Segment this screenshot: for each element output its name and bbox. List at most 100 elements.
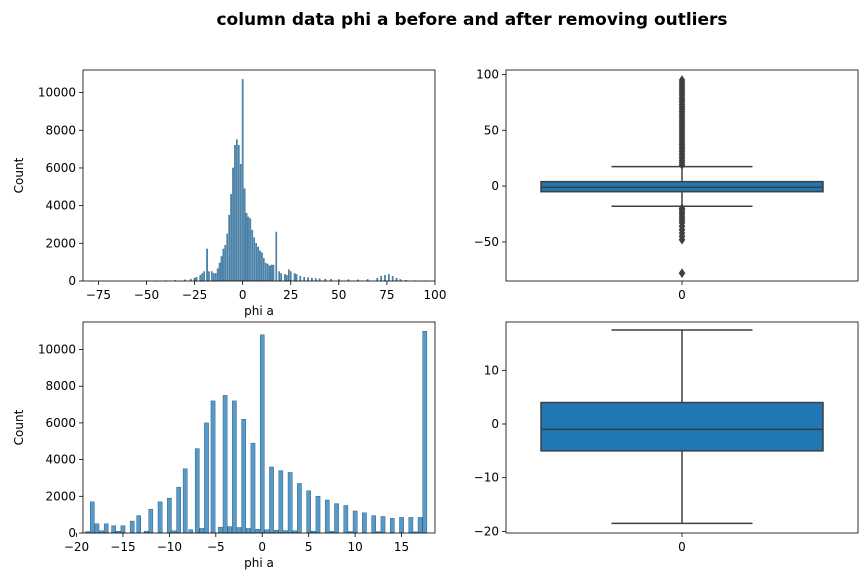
histogram-bar — [103, 523, 109, 534]
histogram-bar — [334, 503, 339, 534]
x-axis-label: phi a — [244, 556, 274, 570]
histogram-bar — [148, 508, 154, 534]
y-tick-label: 50 — [484, 123, 499, 137]
axes-frame — [82, 321, 436, 534]
histogram-bar — [136, 515, 142, 534]
outlier-marker — [678, 268, 686, 279]
histogram-bar — [210, 400, 216, 534]
y-tick-label: 6000 — [45, 161, 76, 175]
histogram-bar — [261, 252, 263, 282]
histogram-bar — [208, 271, 210, 282]
histogram-bar — [376, 277, 379, 282]
outlier-marker — [678, 203, 686, 214]
histogram-bar — [395, 277, 398, 282]
histogram-bar — [211, 271, 213, 282]
histogram-bar — [239, 163, 242, 282]
histogram-bar — [238, 145, 240, 282]
histogram-bar — [388, 274, 390, 282]
histogram-bar — [243, 188, 246, 282]
histogram-bar — [391, 276, 394, 282]
histogram-bar — [182, 468, 188, 534]
histogram-bar — [293, 273, 296, 282]
y-tick-label: 8000 — [45, 379, 76, 393]
histogram-bar — [287, 472, 293, 534]
y-tick-label: −20 — [474, 524, 499, 538]
histogram-bar — [295, 274, 298, 282]
histogram-bar — [286, 275, 288, 282]
histogram-bar — [263, 258, 265, 282]
histogram-bar — [259, 250, 261, 282]
histogram-bar — [249, 218, 252, 282]
histogram-bar — [201, 273, 204, 282]
outlier-marker — [678, 75, 686, 85]
histogram-bar — [199, 275, 202, 282]
histogram-bar — [389, 518, 395, 534]
y-tick-label: 4000 — [45, 453, 76, 467]
histogram-bar — [266, 263, 269, 282]
histogram-bar — [224, 245, 227, 282]
histogram-bar — [230, 194, 232, 282]
box-iqr — [540, 401, 824, 452]
histogram-bar — [129, 520, 135, 534]
histogram-bar — [362, 512, 367, 534]
x-tick-label: −20 — [64, 540, 89, 554]
histogram-bar — [120, 525, 126, 534]
x-tick-label: 100 — [424, 288, 447, 302]
histogram-bar — [195, 277, 198, 282]
y-tick-label: 10000 — [38, 86, 76, 100]
histogram-bar — [264, 262, 267, 282]
x-tick-label: 0 — [678, 288, 686, 302]
histogram-bar — [311, 277, 313, 282]
x-tick-label: 10 — [347, 540, 362, 554]
histogram-bar — [268, 265, 271, 282]
histogram-bar — [299, 276, 302, 282]
x-tick-label: 0 — [239, 288, 247, 302]
histogram-bar — [273, 530, 279, 534]
histogram-bar — [245, 212, 248, 282]
histogram-bar — [234, 145, 236, 282]
histogram-bar — [303, 277, 306, 282]
histogram-bar — [275, 231, 278, 282]
histogram-bar — [226, 233, 229, 282]
y-tick-label: 2000 — [45, 236, 76, 250]
x-tick-label: −25 — [182, 288, 207, 302]
histogram-before: 0 2000 4000 6000 8000 10000 −75 −50 −25 0 25 50 75 10… — [12, 69, 447, 318]
histogram-bar — [176, 486, 181, 534]
x-axis-label: phi a — [244, 304, 274, 318]
histogram-bar — [315, 496, 321, 534]
y-tick-label: 8000 — [45, 123, 76, 137]
histogram-bar — [216, 268, 219, 282]
histogram-bar — [214, 273, 217, 282]
histogram-bar — [306, 490, 311, 534]
histogram-bar — [236, 139, 238, 282]
histogram-bar — [255, 529, 260, 534]
histogram-bar — [371, 515, 376, 534]
y-tick-label: −50 — [474, 235, 499, 249]
histogram-bar — [199, 528, 205, 534]
histogram-bar — [380, 276, 382, 282]
histogram-bar — [222, 248, 225, 282]
histogram-bar — [89, 501, 95, 534]
histogram-bar — [255, 243, 257, 282]
y-tick-label: 2000 — [45, 489, 76, 503]
histogram-bar — [324, 499, 330, 534]
y-tick-label: 4000 — [45, 199, 76, 213]
histogram-bar — [241, 79, 244, 282]
y-tick-label: 10000 — [38, 343, 76, 357]
histogram-bar — [278, 271, 280, 282]
histogram-bar — [352, 510, 358, 534]
histogram-bar — [384, 275, 386, 282]
histogram-bar — [94, 523, 100, 534]
histogram-bar — [220, 256, 223, 282]
histogram-bar — [167, 497, 172, 534]
x-tick-label: 0 — [258, 540, 266, 554]
histogram-bar — [380, 516, 386, 534]
histogram-bar — [232, 167, 234, 282]
histogram-bar — [399, 517, 404, 534]
histogram-bar — [188, 529, 194, 534]
x-tick-label: 5 — [305, 540, 313, 554]
histogram-bar — [236, 527, 242, 534]
histogram-bar — [204, 422, 209, 534]
histogram-bar — [241, 419, 246, 534]
